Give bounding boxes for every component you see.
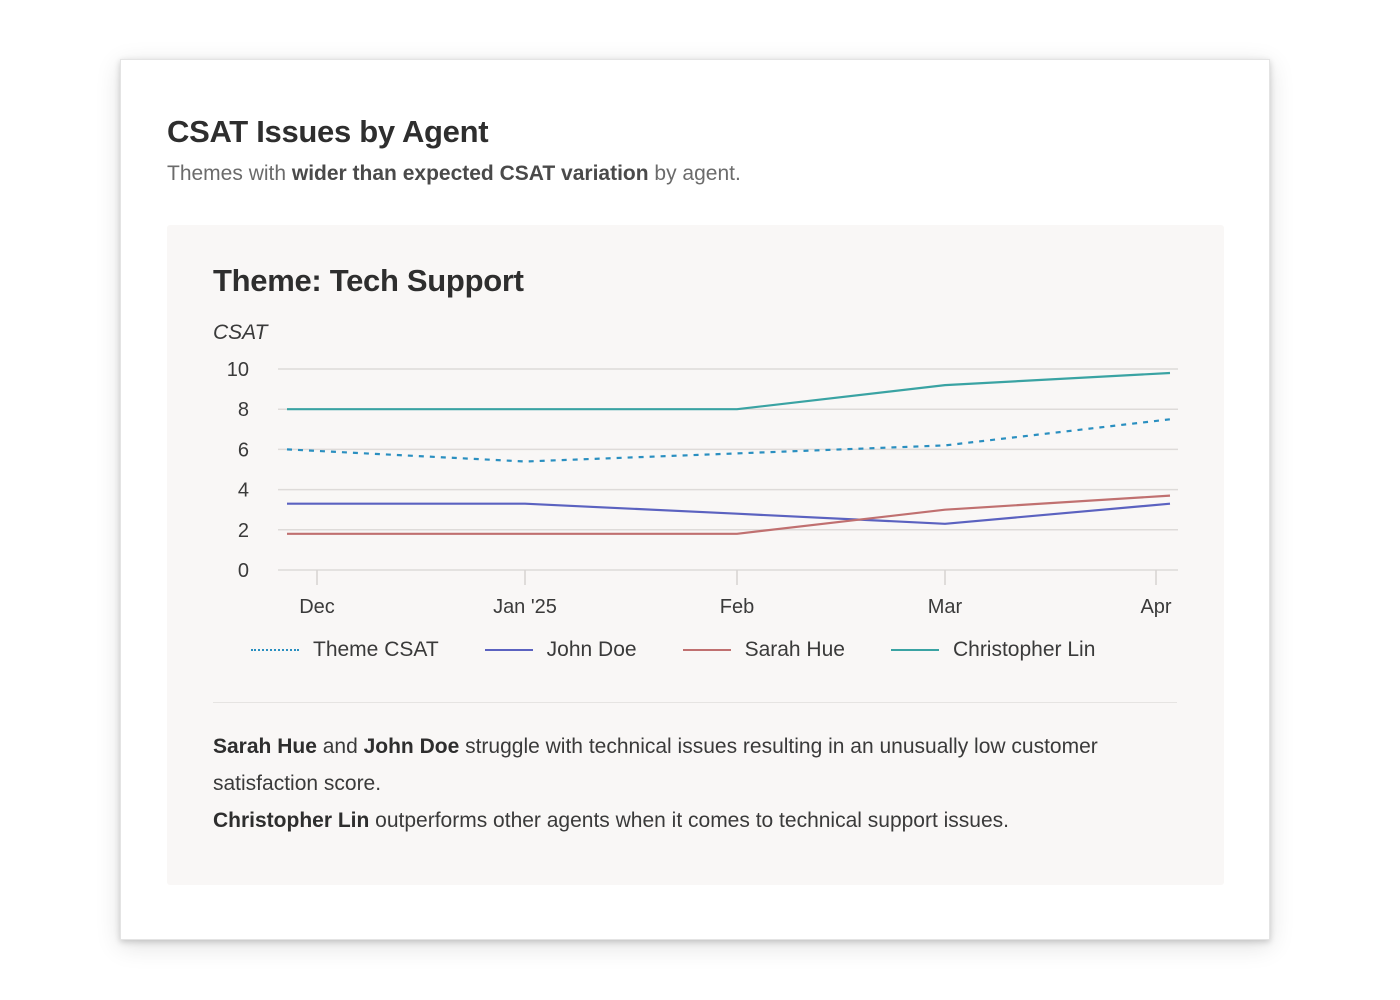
- insight-line: Christopher Lin outperforms other agents…: [213, 802, 1193, 839]
- y-tick-label: 6: [238, 439, 249, 461]
- divider: [213, 702, 1177, 703]
- chart-legend: Theme CSAT John Doe Sarah Hue Christopher L…: [251, 638, 1141, 662]
- card-subtitle: Themes with wider than expected CSAT var…: [167, 162, 741, 186]
- legend-label: Theme CSAT: [313, 638, 439, 661]
- x-tick-label: Jan '25: [493, 596, 557, 618]
- legend-item[interactable]: Christopher Lin: [890, 638, 1096, 662]
- y-tick-label: 0: [238, 560, 249, 582]
- legend-label: John Doe: [546, 638, 637, 661]
- csat-card: CSAT Issues by Agent Themes with wider t…: [120, 59, 1270, 940]
- emphasis-text: John Doe: [363, 735, 460, 758]
- legend-label: Christopher Lin: [952, 638, 1096, 661]
- y-tick-label: 4: [238, 480, 249, 502]
- body-text: struggle with technical issues resulting…: [213, 735, 1098, 795]
- legend-item[interactable]: Theme CSAT: [251, 638, 439, 662]
- card-title: CSAT Issues by Agent: [167, 114, 489, 149]
- x-tick-label: Dec: [299, 596, 335, 618]
- body-text: Themes with: [167, 162, 292, 185]
- emphasis-text: Christopher Lin: [213, 809, 370, 832]
- legend-label: Sarah Hue: [744, 638, 845, 661]
- x-tick-label: Feb: [720, 596, 754, 618]
- x-tick-label: Mar: [928, 596, 963, 618]
- series-line-sarah-hue: [287, 494, 1171, 535]
- legend-swatch-icon: [682, 649, 731, 651]
- body-text: by agent.: [648, 162, 741, 185]
- legend-item[interactable]: Sarah Hue: [682, 638, 845, 662]
- legend-item[interactable]: John Doe: [484, 638, 637, 662]
- legend-swatch-icon: [484, 649, 533, 651]
- y-tick-label: 2: [238, 520, 249, 542]
- x-tick-label: Apr: [1140, 596, 1171, 618]
- legend-swatch-icon: [251, 649, 299, 651]
- y-tick-label: 10: [227, 359, 249, 381]
- line-chart: CSAT 0 2 4 6 8 10 Dec Jan '25 Feb Mar Apr: [213, 321, 1178, 618]
- series-line-christopher-lin: [287, 371, 1171, 411]
- y-axis-label: CSAT: [213, 321, 270, 344]
- theme-panel: Theme: Tech Support CSAT 0 2 4 6 8 10 Dec Jan '2…: [167, 225, 1224, 885]
- insight-line: Sarah Hue and John Doe struggle with tec…: [213, 728, 1193, 802]
- emphasis-text: Sarah Hue: [213, 735, 317, 758]
- legend-swatch-icon: [890, 649, 939, 651]
- series-line-theme-csat: [286, 418, 1171, 463]
- body-text: outperforms other agents when it comes t…: [369, 809, 1010, 832]
- insights-text: Sarah Hue and John Doe struggle with tec…: [213, 728, 1193, 839]
- series-line-john-doe: [287, 502, 1171, 525]
- body-text: and: [316, 735, 364, 758]
- emphasis-text: wider than expected CSAT variation: [291, 162, 649, 185]
- panel-title: Theme: Tech Support: [213, 263, 524, 298]
- y-tick-label: 8: [238, 399, 249, 421]
